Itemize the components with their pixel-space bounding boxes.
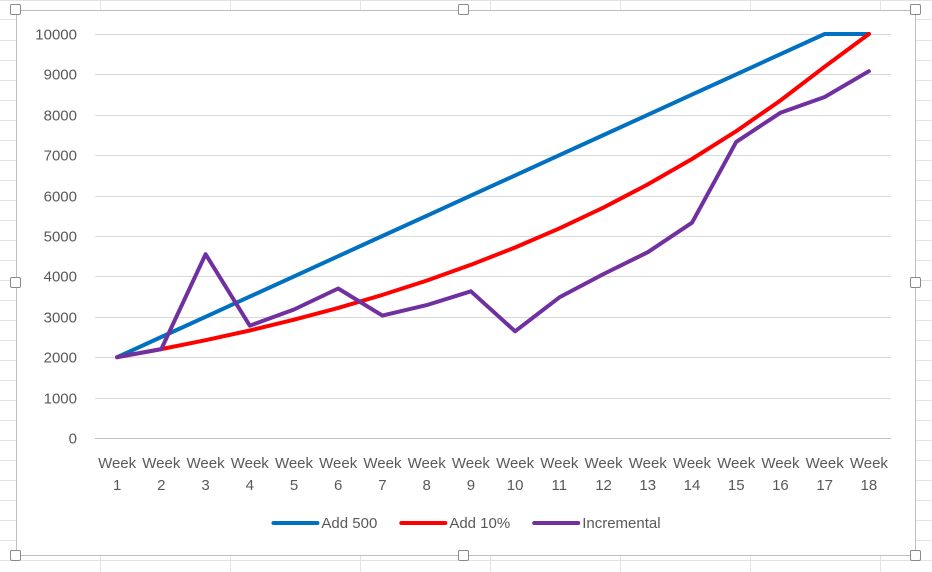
x-tick-label: Week 3 (187, 455, 226, 494)
x-tick-label-line: Week (319, 455, 358, 472)
x-tick-label-line: Week (850, 455, 889, 472)
y-tick-label: 8000 (44, 108, 77, 125)
legend-label-incremental: Incremental (582, 515, 660, 532)
x-tick-label-line: Week (629, 455, 668, 472)
x-tick-label-line: 11 (552, 477, 568, 494)
x-tick-label-line: 9 (467, 477, 475, 494)
x-tick-label: Week 14 (673, 455, 712, 494)
x-tick-label: Week 9 (452, 455, 491, 494)
x-tick-label-line: Week (187, 455, 226, 472)
x-tick-label-line: 15 (728, 477, 745, 494)
x-tick-label-line: Week (231, 455, 270, 472)
x-tick-label-line: 10 (507, 477, 524, 494)
x-tick-label: Week 4 (231, 455, 270, 494)
x-tick-label-line: 1 (113, 477, 121, 494)
x-tick-label-line: Week (585, 455, 624, 472)
x-tick-label-line: 17 (816, 477, 833, 494)
x-tick-label: Week 7 (363, 455, 402, 494)
legend-label-add-500: Add 500 (321, 515, 377, 532)
resize-handle-top-left[interactable] (10, 4, 21, 15)
legend-label-add-10-: Add 10% (449, 515, 510, 532)
y-tick-label: 5000 (44, 229, 77, 246)
x-tick-label: Week 12 (585, 455, 624, 494)
x-tick-label: Week 8 (408, 455, 447, 494)
x-tick-label-line: Week (540, 455, 579, 472)
x-tick-label: Week 13 (629, 455, 668, 494)
x-tick-label-line: 7 (378, 477, 386, 494)
x-tick-label-line: 8 (422, 477, 430, 494)
x-tick-label-line: 18 (861, 477, 878, 494)
x-tick-label-line: Week (806, 455, 845, 472)
series-lines (115, 32, 871, 360)
y-tick-label: 10000 (35, 27, 77, 44)
gridlines (95, 34, 891, 439)
x-tick-label-line: Week (142, 455, 181, 472)
resize-handle-top-center[interactable] (458, 4, 469, 15)
y-tick-label: 9000 (44, 67, 77, 84)
x-tick-label: Week 17 (806, 455, 845, 494)
x-tick-label-line: Week (408, 455, 447, 472)
x-tick-label-line: Week (496, 455, 535, 472)
resize-handle-bottom-center[interactable] (458, 550, 469, 561)
y-tick-label: 2000 (44, 350, 77, 367)
x-tick-label: Week 18 (850, 455, 889, 494)
x-tick-label: Week 1 (98, 455, 137, 494)
x-tick-label: Week 11 (540, 455, 579, 494)
y-tick-label: 1000 (44, 391, 77, 408)
resize-handle-bottom-right[interactable] (910, 550, 921, 561)
x-tick-label-line: 12 (595, 477, 612, 494)
x-tick-label-line: Week (363, 455, 402, 472)
x-tick-label-line: Week (98, 455, 137, 472)
x-tick-label: Week 15 (717, 455, 756, 494)
x-tick-label: Week 2 (142, 455, 181, 494)
x-tick-label-line: 16 (772, 477, 789, 494)
series-line-add-500[interactable] (115, 32, 871, 360)
x-tick-label-line: 5 (290, 477, 298, 494)
x-tick-label-line: Week (717, 455, 756, 472)
x-tick-label: Week 6 (319, 455, 358, 494)
legend: Add 500 Add 10% Incremental (271, 515, 661, 532)
series-line-incremental[interactable] (115, 69, 871, 360)
x-tick-label-line: Week (673, 455, 712, 472)
resize-handle-bottom-left[interactable] (10, 550, 21, 561)
x-tick-label: Week 10 (496, 455, 535, 494)
chart-area[interactable]: 0 1000 2000 3000 4000 5000 6000 7000 8000 9000 100… (16, 10, 916, 556)
x-tick-label-line: Week (275, 455, 314, 472)
x-tick-label-line: 13 (639, 477, 656, 494)
x-tick-label-line: 6 (334, 477, 342, 494)
x-tick-label-line: Week (761, 455, 800, 472)
resize-handle-middle-left[interactable] (10, 277, 21, 288)
x-axis-category-labels: Week 1 Week 2 Week 3 Week 4 Week 5 Week 6 Week 7 Week 8… (98, 455, 888, 494)
y-tick-label: 6000 (44, 189, 77, 206)
y-axis-tick-labels: 0 1000 2000 3000 4000 5000 6000 7000 8000 9000 100… (35, 27, 77, 448)
x-tick-label-line: 14 (684, 477, 701, 494)
x-tick-label: Week 5 (275, 455, 314, 494)
x-tick-label-line: 3 (201, 477, 209, 494)
resize-handle-middle-right[interactable] (910, 277, 921, 288)
series-line-add-10-[interactable] (115, 32, 871, 360)
y-tick-label: 3000 (44, 310, 77, 327)
x-tick-label-line: 2 (157, 477, 165, 494)
x-tick-label: Week 16 (761, 455, 800, 494)
y-tick-label: 0 (69, 431, 77, 448)
x-tick-label-line: Week (452, 455, 491, 472)
y-tick-label: 7000 (44, 148, 77, 165)
y-tick-label: 4000 (44, 269, 77, 286)
resize-handle-top-right[interactable] (910, 4, 921, 15)
line-chart: 0 1000 2000 3000 4000 5000 6000 7000 8000 9000 100… (35, 27, 891, 532)
x-tick-label-line: 4 (246, 477, 254, 494)
